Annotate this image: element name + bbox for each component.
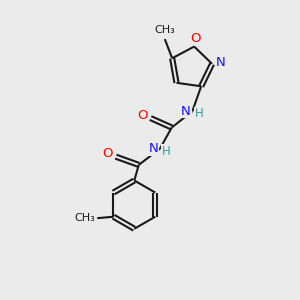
Text: CH₃: CH₃	[154, 25, 175, 35]
Text: H: H	[194, 107, 203, 120]
Text: N: N	[149, 142, 158, 155]
Text: CH₃: CH₃	[74, 213, 95, 223]
Text: N: N	[181, 105, 191, 118]
Text: O: O	[137, 109, 148, 122]
Text: H: H	[162, 145, 171, 158]
Text: O: O	[102, 147, 113, 160]
Text: O: O	[190, 32, 201, 45]
Text: N: N	[215, 56, 225, 69]
